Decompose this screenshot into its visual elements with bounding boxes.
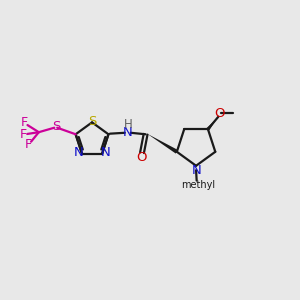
Text: O: O [214, 106, 225, 120]
Text: F: F [21, 116, 28, 129]
Text: O: O [136, 151, 146, 164]
Text: S: S [52, 120, 61, 133]
Text: N: N [192, 164, 202, 177]
Text: N: N [101, 146, 111, 159]
Text: methyl: methyl [181, 180, 215, 190]
Text: H: H [123, 118, 132, 131]
Text: N: N [74, 146, 83, 159]
Text: F: F [20, 128, 27, 141]
Text: N: N [123, 126, 133, 139]
Polygon shape [147, 134, 178, 154]
Text: S: S [88, 115, 96, 128]
Polygon shape [207, 118, 217, 130]
Text: F: F [25, 138, 32, 151]
